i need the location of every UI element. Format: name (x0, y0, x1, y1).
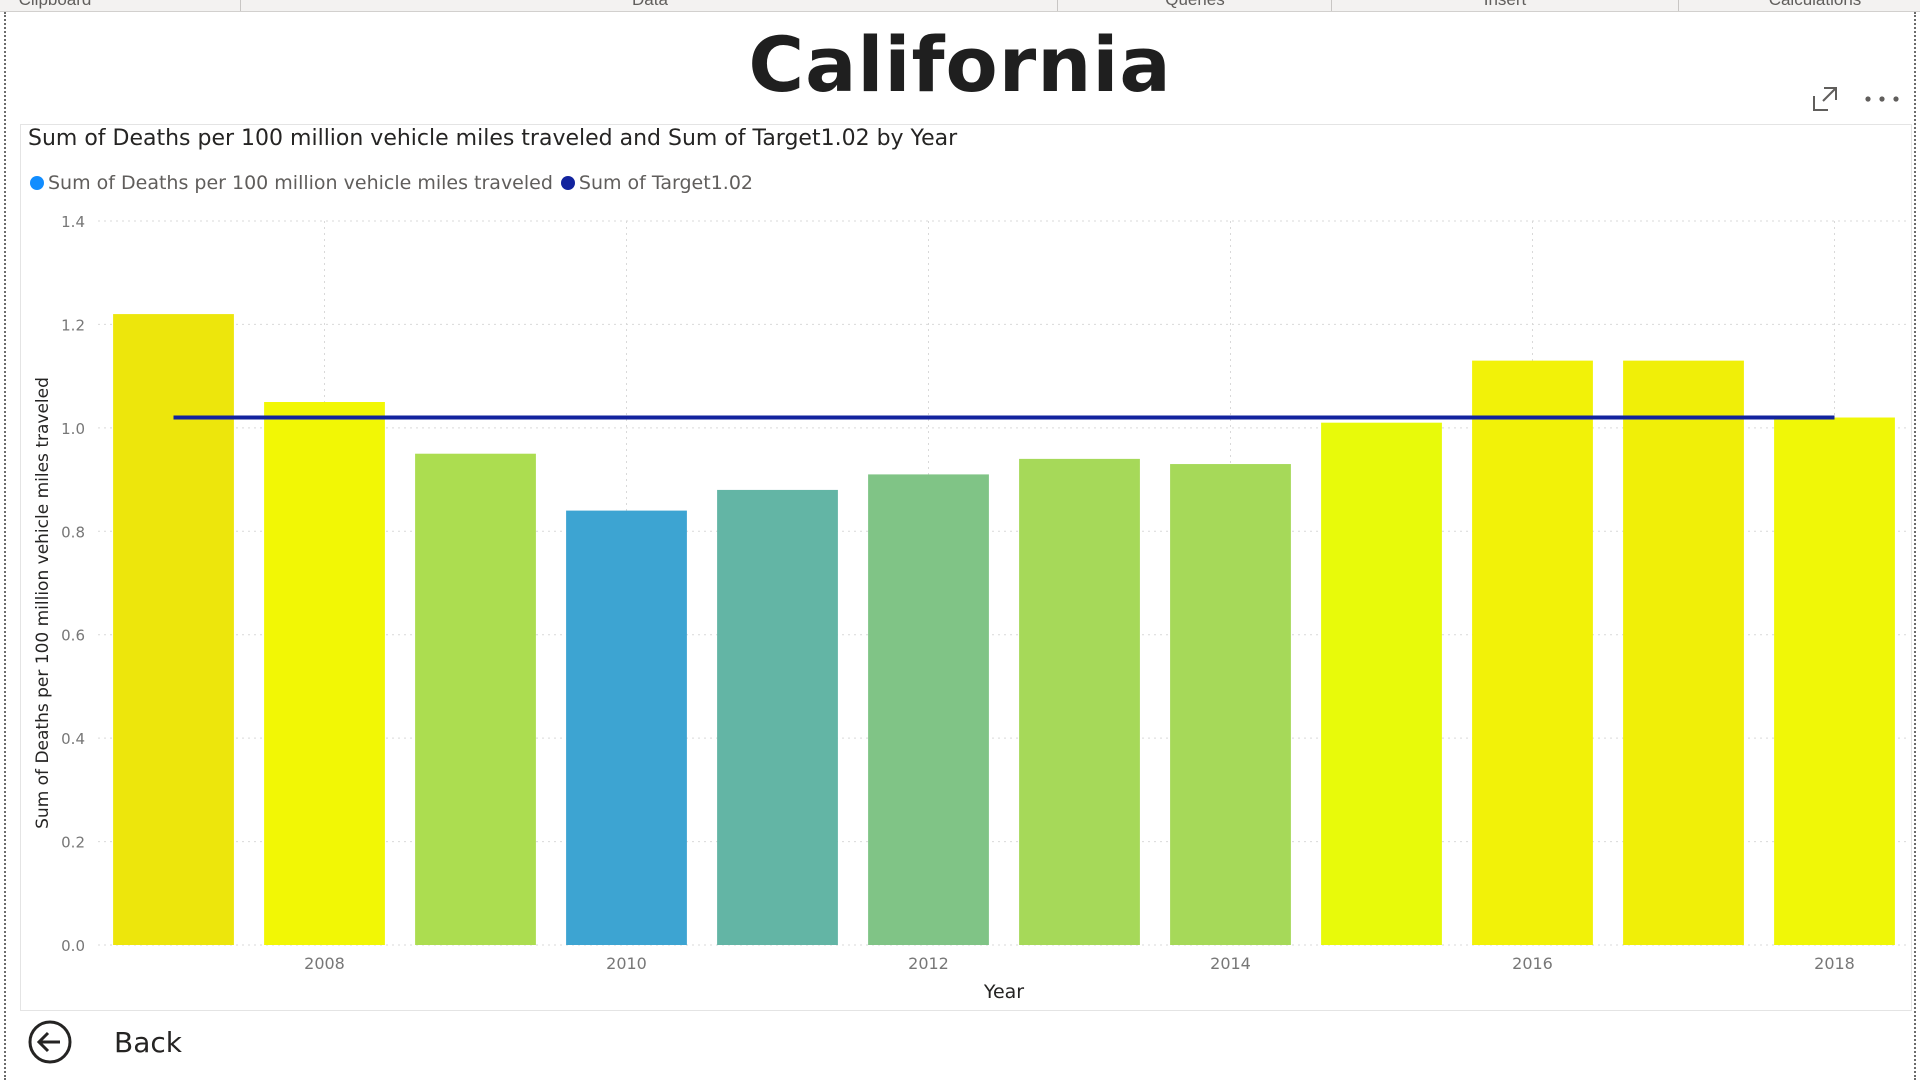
x-axis-title: Year (983, 981, 1024, 1003)
y-tick-label: 0.8 (61, 523, 85, 541)
back-label: Back (114, 1025, 182, 1059)
ribbon-group-calculations[interactable]: Calculations (1740, 0, 1890, 11)
x-tick-label: 2018 (1814, 954, 1855, 973)
y-tick-label: 1.4 (61, 213, 85, 231)
bar-2011[interactable] (717, 489, 838, 945)
bar-2010[interactable] (566, 510, 687, 945)
bar-2017[interactable] (1623, 360, 1744, 946)
legend-label-target: Sum of Target1.02 (578, 172, 753, 194)
y-tick-label: 0.4 (61, 730, 85, 748)
legend-marker-deaths (30, 176, 44, 190)
bar-2012[interactable] (868, 474, 989, 945)
ribbon-separator (240, 0, 241, 11)
focus-mode-icon[interactable] (1810, 84, 1840, 114)
x-tick-label: 2008 (304, 954, 345, 973)
legend-item-target[interactable]: Sum of Target1.02 (560, 172, 753, 194)
x-tick-label: 2010 (606, 954, 647, 973)
chart-legend: Sum of Deaths per 100 million vehicle mi… (30, 172, 761, 194)
chart-visual-frame[interactable] (20, 124, 1912, 1011)
x-tick-label: 2014 (1210, 954, 1251, 973)
ribbon-group-data[interactable]: Data (600, 0, 700, 11)
back-button[interactable]: Back (26, 1014, 182, 1070)
chart-title: Sum of Deaths per 100 million vehicle mi… (28, 126, 958, 151)
ribbon-separator (1057, 0, 1058, 11)
ribbon-separator (1678, 0, 1679, 11)
ribbon-group-queries[interactable]: Queries (1140, 0, 1250, 11)
bar-2007[interactable] (113, 314, 234, 946)
ribbon-group-clipboard[interactable]: Clipboard (0, 0, 110, 11)
back-arrow-icon (28, 1020, 72, 1064)
y-tick-label: 0.6 (61, 627, 85, 645)
legend-item-deaths[interactable]: Sum of Deaths per 100 million vehicle mi… (30, 172, 553, 194)
bar-2014[interactable] (1170, 464, 1291, 945)
bar-2008[interactable] (264, 402, 385, 945)
x-tick-label: 2012 (908, 954, 949, 973)
ribbon-group-insert[interactable]: Insert (1450, 0, 1560, 11)
legend-label-deaths: Sum of Deaths per 100 million vehicle mi… (48, 172, 553, 194)
x-tick-label: 2016 (1512, 954, 1553, 973)
bar-2009[interactable] (415, 453, 536, 945)
legend-marker-target (560, 176, 575, 190)
canvas-border-right (1914, 12, 1916, 1080)
y-tick-label: 1.0 (61, 420, 85, 438)
y-tick-label: 0.0 (61, 937, 85, 955)
bar-2013[interactable] (1019, 458, 1140, 945)
bar-2018[interactable] (1774, 417, 1895, 945)
ribbon-separator (1331, 0, 1332, 11)
y-axis-title: Sum of Deaths per 100 million vehicle mi… (33, 377, 53, 829)
more-options-icon[interactable] (1860, 84, 1906, 114)
bar-2016[interactable] (1472, 360, 1593, 946)
ribbon-strip: Clipboard Data Queries Insert Calculatio… (0, 0, 1920, 12)
page-title: California (748, 20, 1172, 109)
bar-2015[interactable] (1321, 422, 1442, 946)
canvas-border-left (4, 12, 6, 1080)
y-tick-label: 1.2 (61, 316, 85, 334)
y-tick-label: 0.2 (61, 834, 85, 852)
